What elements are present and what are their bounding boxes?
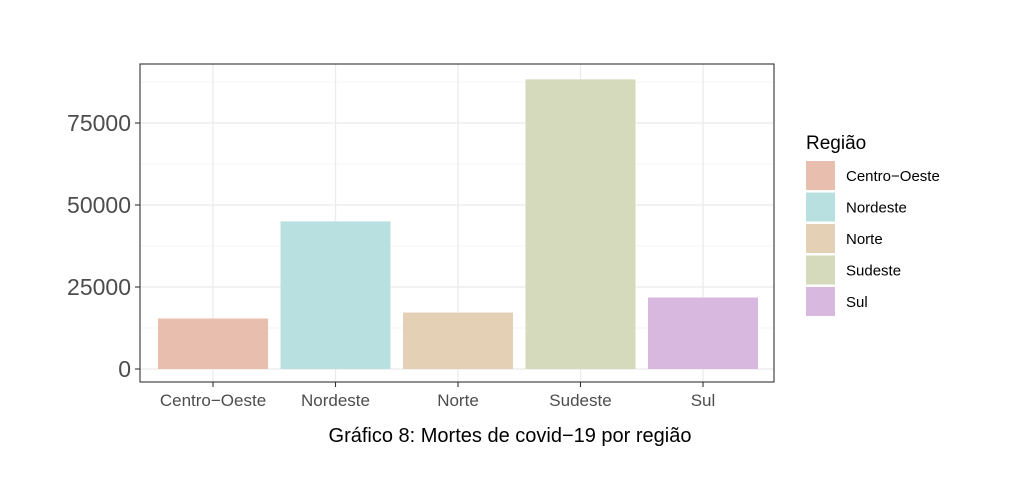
plot-panel (139, 63, 775, 383)
y-axis: 0 25000 50000 75000 (67, 110, 140, 382)
panel-border (139, 63, 775, 383)
x-axis-title: Gráfico 8: Mortes de covid−19 por região (329, 425, 692, 447)
y-tick-label: 50000 (67, 192, 131, 218)
bar (403, 312, 513, 369)
legend-title: Região (806, 133, 866, 154)
legend-key (806, 287, 835, 316)
y-tick-label: 25000 (67, 274, 131, 300)
bar (648, 297, 758, 369)
y-tick-label: 75000 (67, 110, 131, 136)
legend: Região Centro−Oeste Nordeste Norte Sudeste S… (806, 133, 940, 316)
x-tick-label: Norte (437, 391, 479, 410)
x-tick-label: Sul (691, 391, 716, 410)
legend-label: Norte (846, 231, 883, 248)
x-tick-label: Centro−Oeste (160, 391, 266, 410)
legend-key (806, 255, 835, 285)
legend-label: Sudeste (846, 263, 901, 280)
bar (158, 318, 268, 369)
legend-label: Centro−Oeste (846, 168, 940, 185)
x-axis: Centro−Oeste Nordeste Norte Sudeste Sul (160, 382, 715, 410)
x-tick-label: Nordeste (301, 391, 370, 410)
legend-label: Sul (846, 294, 868, 311)
bar (280, 221, 391, 369)
legend-key (806, 224, 835, 253)
legend-label: Nordeste (846, 200, 907, 217)
legend-key (806, 161, 835, 190)
y-tick-label: 0 (118, 356, 131, 382)
bar (525, 79, 636, 369)
legend-key (806, 192, 835, 222)
bars (158, 79, 758, 369)
x-tick-label: Sudeste (549, 391, 611, 410)
